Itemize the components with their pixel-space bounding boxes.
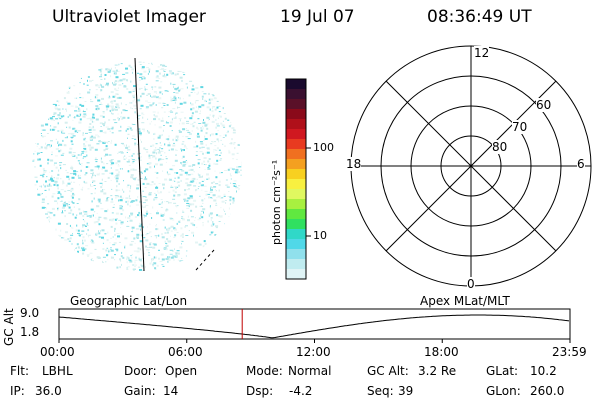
status-gcalt-key: GC Alt: bbox=[367, 364, 409, 378]
status-glon-key: GLon: bbox=[486, 384, 521, 398]
colorbar-cell bbox=[286, 129, 306, 140]
colorbar-cell bbox=[286, 269, 306, 280]
mlt-label-0: 0 bbox=[467, 277, 475, 291]
observation-date: 19 Jul 07 bbox=[280, 7, 355, 27]
colorbar-cell bbox=[286, 179, 306, 190]
status-dsp-value: -4.2 bbox=[289, 384, 313, 398]
colorbar-cell bbox=[286, 79, 306, 90]
polar-spoke-diag-2 bbox=[385, 80, 557, 252]
observation-time: 08:36:49 UT bbox=[427, 7, 532, 27]
status-flt-value: LBHL bbox=[42, 364, 73, 378]
status-mode-value: Normal bbox=[288, 364, 332, 378]
colorbar-cell bbox=[286, 189, 306, 200]
timeline-xtick-1200: 12:00 bbox=[296, 345, 331, 359]
status-ip-value: 36.0 bbox=[35, 384, 62, 398]
status-mode-key: Mode: bbox=[246, 364, 283, 378]
limb-marker bbox=[195, 249, 215, 271]
status-dsp-key: Dsp: bbox=[246, 384, 274, 398]
timeline-ticks bbox=[58, 339, 571, 343]
status-door-value: Open bbox=[165, 364, 198, 378]
colorbar-cell bbox=[286, 259, 306, 270]
status-gcalt-value: 3.2 Re bbox=[418, 364, 457, 378]
status-flt-key: Flt: bbox=[10, 364, 29, 378]
status-seq-value: 39 bbox=[398, 384, 414, 398]
orbit-altitude-line bbox=[58, 314, 570, 339]
colorbar-cell bbox=[286, 209, 306, 220]
timeline-ytick-high: 9.0 bbox=[20, 306, 40, 320]
colorbar-cell bbox=[286, 139, 306, 150]
timeline-left-title: Geographic Lat/Lon bbox=[70, 294, 188, 308]
terminator-line bbox=[134, 57, 145, 272]
timeline-xtick-2359: 23:59 bbox=[552, 345, 587, 359]
colorbar-cell bbox=[286, 99, 306, 110]
mlat-label-60: 60 bbox=[536, 98, 552, 112]
colorbar-cell bbox=[286, 229, 306, 240]
status-gain-key: Gain: bbox=[124, 384, 156, 398]
instrument-title: Ultraviolet Imager bbox=[52, 7, 206, 27]
timeline-xtick-0600: 06:00 bbox=[168, 345, 203, 359]
colorbar-tick-10: 10 bbox=[313, 229, 327, 242]
colorbar-cell bbox=[286, 239, 306, 250]
colorbar-cell bbox=[286, 109, 306, 120]
colorbar-cell bbox=[286, 149, 306, 160]
colorbar-cell bbox=[286, 249, 306, 260]
status-glat-value: 10.2 bbox=[530, 364, 557, 378]
colorbar-cell bbox=[286, 199, 306, 210]
mlt-label-6: 6 bbox=[577, 157, 585, 171]
colorbar-cell bbox=[286, 169, 306, 180]
timeline-xtick-0000: 00:00 bbox=[40, 345, 75, 359]
mlat-label-80: 80 bbox=[492, 140, 508, 154]
status-glat-key: GLat: bbox=[486, 364, 519, 378]
status-ip-key: IP: bbox=[10, 384, 25, 398]
status-glon-value: 260.0 bbox=[530, 384, 565, 398]
colorbar-cell bbox=[286, 159, 306, 170]
timeline-xtick-1800: 18:00 bbox=[424, 345, 459, 359]
timeline-ytick-low: 1.8 bbox=[20, 325, 40, 339]
status-seq-key: Seq: bbox=[367, 384, 394, 398]
mlt-label-12: 12 bbox=[474, 46, 490, 60]
mlt-label-18: 18 bbox=[346, 157, 362, 171]
colorbar-cell bbox=[286, 119, 306, 130]
colorbar-tick-100: 100 bbox=[313, 141, 334, 154]
status-gain-value: 14 bbox=[163, 384, 179, 398]
uv-image-speckle bbox=[32, 61, 242, 271]
mlat-label-70: 70 bbox=[512, 120, 528, 134]
colorbar-cell bbox=[286, 89, 306, 100]
timeline-right-title: Apex MLat/MLT bbox=[420, 294, 510, 308]
status-door-key: Door: bbox=[124, 364, 157, 378]
colorbar-cell bbox=[286, 219, 306, 230]
